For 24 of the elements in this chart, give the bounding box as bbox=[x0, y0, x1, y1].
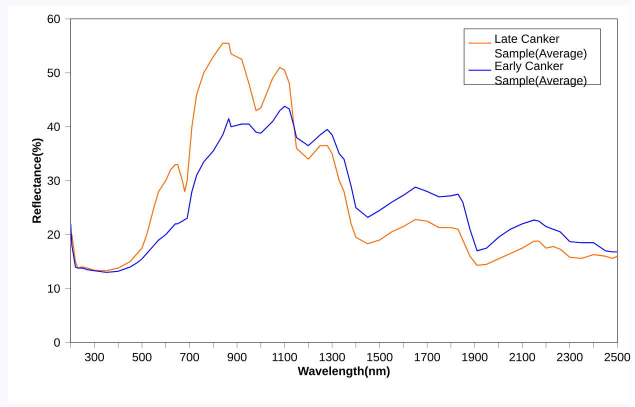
x-tick-label: 2500 bbox=[604, 352, 630, 362]
x-tick-label: 1300 bbox=[320, 352, 345, 362]
x-tick-label: 900 bbox=[228, 352, 247, 362]
x-tick-label: 2100 bbox=[510, 352, 536, 362]
legend-label: Late Canker Sample(Average) bbox=[494, 34, 586, 60]
y-tick-label: 10 bbox=[48, 284, 60, 293]
x-tick-label: 1500 bbox=[367, 352, 392, 362]
x-tick-label: 1100 bbox=[272, 352, 297, 362]
y-tick-label: 50 bbox=[48, 68, 60, 77]
line-series bbox=[70, 106, 618, 273]
y-tick-label: 20 bbox=[48, 230, 60, 239]
y-tick-label: 0 bbox=[54, 338, 60, 347]
x-tick-label: 2300 bbox=[557, 352, 583, 362]
x-tick-label: 1700 bbox=[414, 352, 440, 362]
x-tick-label: 700 bbox=[180, 352, 200, 362]
x-tick-label: 300 bbox=[84, 352, 104, 362]
legend-label: Early Canker Sample(Average) bbox=[494, 61, 586, 87]
y-tick-label: 60 bbox=[48, 14, 60, 24]
y-axis-title: Reflectance(%) bbox=[32, 138, 44, 223]
x-tick-label: 1900 bbox=[462, 352, 488, 362]
y-tick-label: 40 bbox=[47, 122, 60, 131]
y-tick-label: 30 bbox=[48, 176, 60, 185]
x-axis-title: Wavelength(nm) bbox=[298, 366, 390, 378]
x-tick-label: 500 bbox=[132, 352, 152, 362]
